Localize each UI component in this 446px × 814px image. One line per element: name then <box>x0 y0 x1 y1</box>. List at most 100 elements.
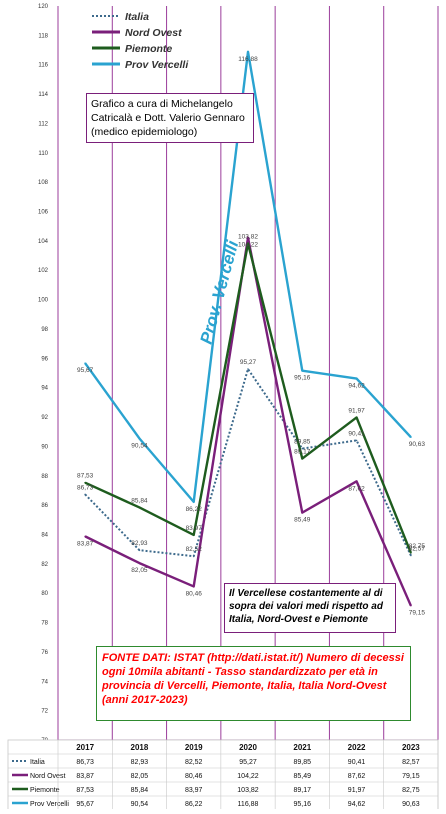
data-point <box>247 368 249 370</box>
table-cell: 82,57 <box>402 759 420 766</box>
data-point <box>192 501 195 503</box>
table-cell: 79,15 <box>402 773 420 780</box>
data-label: 83,87 <box>77 540 94 547</box>
data-label: 116,88 <box>238 56 258 63</box>
y-tick-label: 118 <box>38 33 48 39</box>
table-cell: 90,63 <box>402 801 420 808</box>
credit-note: Grafico a cura di Michelangelo Catricalà… <box>86 93 254 143</box>
table-cell: 87,53 <box>76 787 94 794</box>
data-point <box>301 511 304 514</box>
table-cell: 89,85 <box>294 759 312 766</box>
data-point <box>410 604 412 607</box>
table-cell: 91,97 <box>348 787 366 794</box>
table-cell: 95,16 <box>294 801 312 808</box>
table-cell: 82,75 <box>402 787 420 794</box>
y-tick-label: 90 <box>41 444 48 450</box>
y-tick-label: 78 <box>41 621 48 627</box>
legend-label: Nord Ovest <box>125 27 182 39</box>
data-label: 79,15 <box>409 610 426 617</box>
y-tick-label: 94 <box>41 386 48 392</box>
x-category-label: 2017 <box>76 743 94 752</box>
data-label: 80,46 <box>186 590 203 597</box>
data-label: 95,67 <box>77 367 94 374</box>
data-point <box>410 552 412 554</box>
data-label: 87,53 <box>77 473 94 480</box>
y-tick-label: 116 <box>38 63 48 69</box>
table-series-name: Nord Ovest <box>30 773 65 780</box>
table-cell: 82,93 <box>131 759 149 766</box>
data-label: 95,27 <box>240 359 257 366</box>
table-cell: 82,52 <box>185 759 203 766</box>
y-tick-label: 120 <box>38 4 49 10</box>
y-tick-label: 104 <box>38 239 49 245</box>
data-label: 83,97 <box>186 525 203 532</box>
data-point <box>138 437 141 440</box>
y-tick-label: 96 <box>41 356 48 362</box>
data-point <box>247 51 249 53</box>
data-point <box>192 534 195 536</box>
data-point <box>84 493 86 496</box>
y-tick-label: 72 <box>41 709 48 715</box>
data-label: 82,93 <box>131 540 148 547</box>
y-tick-label: 74 <box>41 679 48 685</box>
data-point <box>410 554 412 557</box>
table-cell: 95,67 <box>76 801 94 808</box>
x-category-label: 2023 <box>402 743 420 752</box>
table-cell: 104,22 <box>237 773 259 780</box>
data-point <box>355 480 358 483</box>
data-point <box>301 369 304 372</box>
data-point <box>301 447 304 450</box>
data-point <box>301 457 304 460</box>
data-point <box>84 481 86 484</box>
table-cell: 85,84 <box>131 787 149 794</box>
data-label: 86,73 <box>77 484 94 491</box>
table-cell: 83,87 <box>76 773 94 780</box>
legend-label: Prov Vercelli <box>125 59 189 71</box>
data-label: 85,84 <box>131 497 148 504</box>
y-tick-label: 80 <box>41 591 48 597</box>
data-label: 91,97 <box>348 407 365 414</box>
data-label: 90,63 <box>409 441 426 448</box>
table-series-name: Italia <box>30 759 45 766</box>
y-tick-label: 92 <box>41 415 48 421</box>
source-note: FONTE DATI: ISTAT (http://dati.istat.it/… <box>96 646 411 721</box>
data-point <box>355 439 358 442</box>
data-point <box>355 416 358 419</box>
table-cell: 86,73 <box>76 759 94 766</box>
x-category-label: 2022 <box>348 743 366 752</box>
data-label: 94,62 <box>348 383 365 390</box>
y-tick-label: 98 <box>41 327 48 333</box>
data-label: 104,22 <box>238 242 258 249</box>
data-point <box>247 242 249 245</box>
data-label: 103,82 <box>238 234 258 241</box>
data-label: 90,41 <box>348 430 365 437</box>
data-label: 86,22 <box>186 506 203 513</box>
data-point <box>84 535 86 538</box>
data-point <box>410 436 412 438</box>
data-point <box>192 585 195 588</box>
data-label: 82,52 <box>186 546 203 553</box>
table-cell: 86,22 <box>185 801 203 808</box>
data-point <box>138 562 141 564</box>
data-point <box>138 549 141 551</box>
y-tick-label: 82 <box>41 562 48 568</box>
table-cell: 116,88 <box>238 801 259 808</box>
data-label: 82,57 <box>409 545 426 552</box>
table-cell: 87,62 <box>348 773 366 780</box>
data-table <box>7 739 439 811</box>
table-cell: 103,82 <box>237 787 259 794</box>
y-tick-label: 76 <box>41 650 48 656</box>
data-point <box>355 377 358 380</box>
x-category-label: 2021 <box>293 743 311 752</box>
data-label: 89,85 <box>294 439 311 446</box>
y-tick-label: 102 <box>38 268 49 274</box>
y-tick-label: 114 <box>38 92 48 98</box>
y-tick-label: 88 <box>41 474 48 480</box>
table-cell: 90,41 <box>348 759 366 766</box>
table-cell: 83,97 <box>185 787 203 794</box>
table-cell: 90,54 <box>131 801 149 808</box>
table-cell: 94,62 <box>348 801 366 808</box>
table-cell: 95,27 <box>239 759 257 766</box>
x-category-label: 2019 <box>185 743 203 752</box>
